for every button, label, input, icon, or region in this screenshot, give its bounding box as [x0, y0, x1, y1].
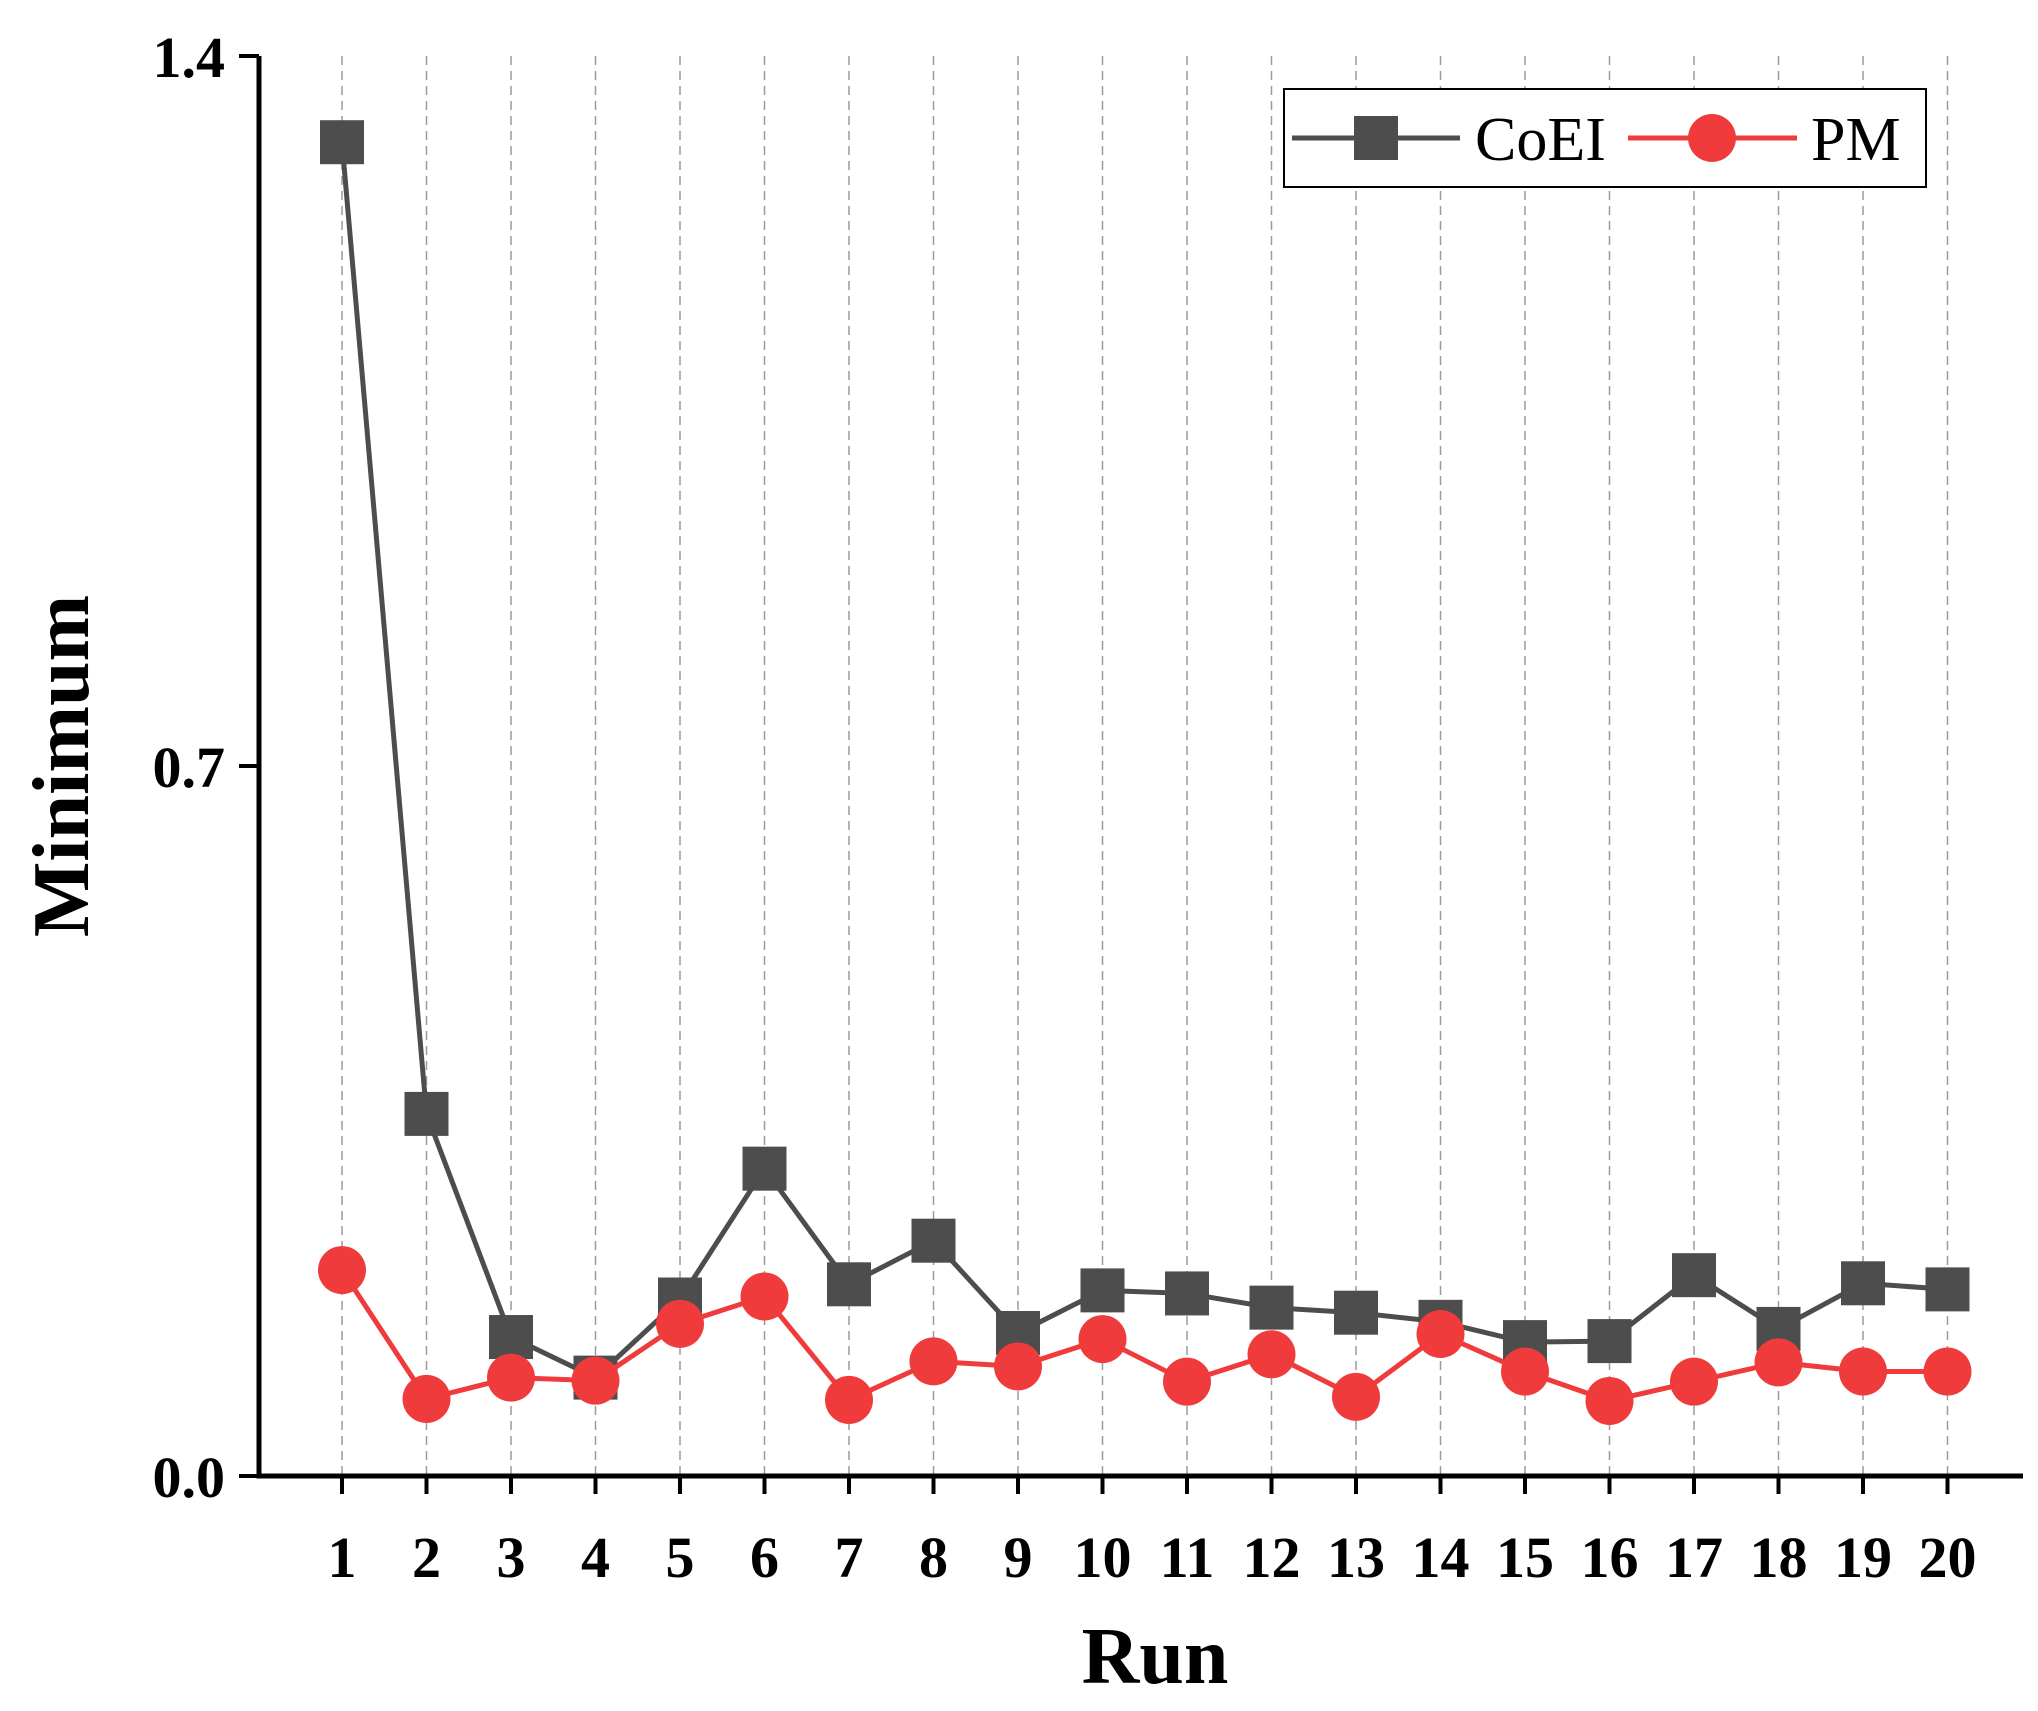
series-pm-point-12 [1247, 1330, 1296, 1379]
x-tick-label-10: 10 [1074, 1525, 1132, 1590]
series-coei-point-17 [1672, 1253, 1716, 1298]
series-pm-point-9 [994, 1342, 1042, 1391]
x-tick-label-15: 15 [1496, 1525, 1554, 1590]
x-axis-title: Run [1082, 1613, 1229, 1701]
legend-pm-marker [1688, 114, 1736, 162]
x-tick-label-12: 12 [1243, 1525, 1301, 1590]
series-pm-point-10 [1078, 1315, 1127, 1364]
series-pm-point-8 [909, 1337, 958, 1386]
y-ticks: 0.0 0.7 1.4 [153, 25, 259, 1510]
legend-pm-label: PM [1811, 106, 1901, 174]
series-coei-point-3 [489, 1315, 533, 1360]
x-tick-label-1: 1 [328, 1525, 357, 1590]
series-coei-point-1 [320, 120, 364, 165]
x-tick-label-11: 11 [1160, 1525, 1215, 1590]
x-tick-label-2: 2 [412, 1525, 441, 1590]
x-tick-label-20: 20 [1919, 1525, 1977, 1590]
series-pm-point-19 [1839, 1347, 1887, 1396]
legend-coei-label: CoEI [1475, 106, 1606, 174]
series-coei-point-6 [742, 1146, 787, 1191]
x-tick-label-4: 4 [581, 1525, 610, 1590]
x-tick-label-16: 16 [1581, 1525, 1639, 1590]
series-pm-point-6 [740, 1272, 789, 1321]
series-coei-point-16 [1587, 1319, 1632, 1364]
y-tick-label-1.4: 1.4 [153, 25, 226, 90]
x-tick-label-17: 17 [1665, 1525, 1723, 1590]
series-coei-point-2 [404, 1091, 449, 1136]
x-tick-label-13: 13 [1327, 1525, 1385, 1590]
series-coei-point-7 [827, 1262, 871, 1307]
legend-coei-marker [1354, 116, 1398, 160]
series-pm-point-15 [1501, 1347, 1549, 1396]
x-ticks: 1 2 3 4 5 6 7 8 9 10 11 12 13 14 15 16 17 18 19 20 [328, 1476, 1977, 1590]
series-pm-point-13 [1332, 1372, 1380, 1421]
series [318, 120, 1972, 1425]
series-pm-point-20 [1923, 1347, 1972, 1396]
x-tick-label-3: 3 [497, 1525, 526, 1590]
x-tick-label-8: 8 [919, 1525, 948, 1590]
series-coei-point-11 [1165, 1271, 1209, 1316]
series-pm-point-4 [571, 1356, 620, 1405]
x-tick-label-18: 18 [1750, 1525, 1808, 1590]
legend: CoEI PM [1283, 88, 1927, 188]
y-tick-label-0.0: 0.0 [153, 1445, 226, 1510]
x-tick-label-19: 19 [1834, 1525, 1892, 1590]
series-pm-point-3 [487, 1353, 535, 1402]
series-coei-point-10 [1080, 1268, 1125, 1313]
series-pm-point-17 [1670, 1357, 1718, 1406]
series-pm-point-1 [318, 1246, 366, 1295]
series-coei-line [339, 141, 1948, 1381]
gridlines [341, 56, 1949, 1474]
series-pm-point-2 [402, 1374, 451, 1423]
x-tick-label-5: 5 [666, 1525, 695, 1590]
series-pm-point-14 [1416, 1310, 1465, 1358]
y-tick-label-0.7: 0.7 [153, 735, 226, 800]
series-coei-point-20 [1925, 1267, 1970, 1312]
series-pm-point-16 [1585, 1376, 1634, 1425]
series-pm-point-7 [825, 1375, 873, 1424]
axes [256, 56, 2023, 1479]
x-tick-label-7: 7 [835, 1525, 864, 1590]
series-coei-point-19 [1841, 1261, 1885, 1306]
series-coei-point-13 [1334, 1290, 1378, 1335]
x-tick-label-14: 14 [1412, 1525, 1470, 1590]
series-pm-point-11 [1163, 1357, 1211, 1406]
series-pm-point-18 [1754, 1338, 1803, 1387]
y-axis-title: Minimum [18, 595, 106, 937]
series-coei-point-8 [911, 1218, 956, 1263]
series-coei-point-12 [1249, 1285, 1294, 1330]
x-tick-label-9: 9 [1004, 1525, 1033, 1590]
series-pm-point-5 [656, 1299, 704, 1348]
x-tick-label-6: 6 [750, 1525, 779, 1590]
